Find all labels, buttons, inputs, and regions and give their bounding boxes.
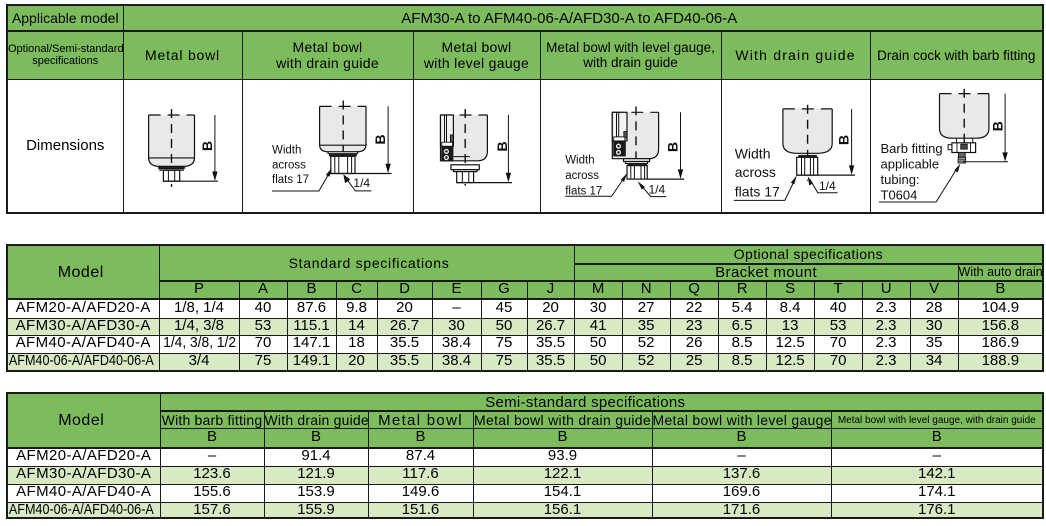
svg-text:Barb fitting: Barb fitting xyxy=(881,141,943,156)
svg-text:Width: Width xyxy=(735,146,771,162)
svg-text:flats 17: flats 17 xyxy=(735,183,780,199)
svg-text:T0604: T0604 xyxy=(881,188,918,203)
svg-text:across: across xyxy=(735,164,776,180)
svg-text:B: B xyxy=(199,141,215,151)
svg-text:tubing:: tubing: xyxy=(881,172,920,187)
svg-text:applicable: applicable xyxy=(881,157,940,172)
svg-text:flats 17: flats 17 xyxy=(272,174,309,186)
svg-text:1/4: 1/4 xyxy=(353,176,370,190)
svg-text:B: B xyxy=(494,141,510,151)
svg-text:B: B xyxy=(835,135,851,145)
svg-text:Width: Width xyxy=(565,155,594,167)
svg-text:B: B xyxy=(665,142,681,152)
svg-text:B: B xyxy=(990,121,1006,131)
svg-text:flats 17: flats 17 xyxy=(565,185,602,197)
svg-text:B: B xyxy=(372,134,388,144)
svg-text:1/4: 1/4 xyxy=(649,183,666,197)
svg-text:1/4: 1/4 xyxy=(819,179,836,193)
svg-text:Width: Width xyxy=(272,145,301,157)
svg-text:across: across xyxy=(565,170,599,182)
svg-text:across: across xyxy=(272,159,306,171)
